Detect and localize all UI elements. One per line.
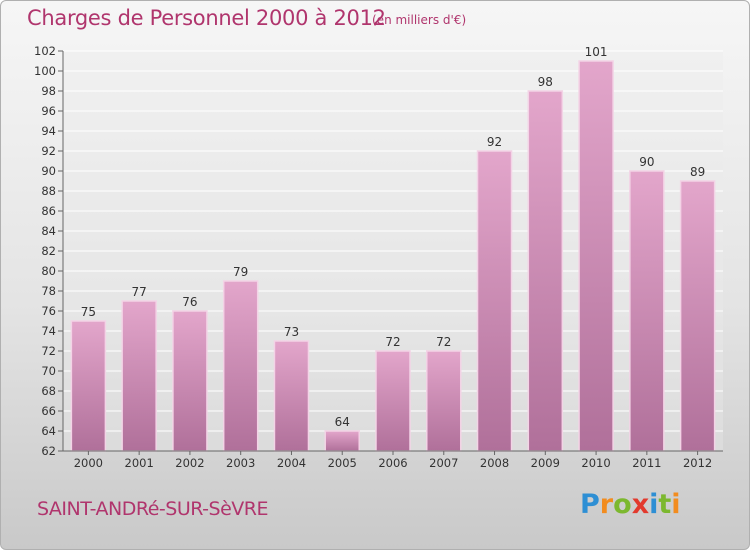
bar-2008	[476, 150, 513, 452]
x-tick-label-2012: 2012	[683, 456, 712, 470]
x-tick-label-2007: 2007	[429, 456, 458, 470]
data-label-2010: 101	[585, 45, 608, 59]
y-tick-label: 70	[41, 364, 56, 378]
y-tick-label: 88	[41, 184, 56, 198]
bar-2004	[273, 340, 310, 452]
x-tick-label-2003: 2003	[226, 456, 255, 470]
x-tick-label-2010: 2010	[581, 456, 610, 470]
x-tick-label-2002: 2002	[175, 456, 204, 470]
bar-2011	[629, 170, 665, 452]
logo-letter: r	[599, 489, 614, 520]
y-tick-label: 96	[41, 104, 56, 118]
data-label-2008: 92	[487, 135, 502, 149]
logo-letter: i	[649, 489, 659, 520]
bar-2006	[375, 350, 411, 452]
y-tick-label: 72	[41, 344, 56, 358]
data-label-2001: 77	[132, 285, 147, 299]
bar-2002	[172, 310, 208, 452]
y-tick-label: 62	[41, 444, 56, 458]
y-tick-label: 66	[41, 404, 56, 418]
x-tick-label-2009: 2009	[531, 456, 560, 470]
data-label-2012: 89	[690, 165, 705, 179]
logo-letter: P	[580, 489, 600, 520]
x-tick-label-2004: 2004	[277, 456, 306, 470]
x-tick-label-2000: 2000	[74, 456, 103, 470]
y-tick-label: 98	[41, 84, 56, 98]
bar-2000	[70, 320, 107, 452]
y-tick-label: 82	[41, 244, 56, 258]
data-label-2004: 73	[284, 325, 299, 339]
data-label-2005: 64	[335, 415, 350, 429]
y-tick-label: 86	[41, 204, 56, 218]
x-tick-label-2011: 2011	[632, 456, 661, 470]
bar-2010	[578, 60, 614, 452]
logo-letter: x	[631, 489, 650, 520]
x-tick-label-2001: 2001	[125, 456, 154, 470]
y-tick-label: 102	[34, 44, 56, 58]
logo-letter: i	[671, 489, 681, 520]
bar-2012	[679, 180, 716, 452]
y-tick-label: 78	[41, 284, 56, 298]
bar-2005	[324, 430, 360, 452]
commune-name: SAINT-ANDRé-SUR-SèVRE	[37, 498, 268, 520]
y-tick-label: 74	[41, 324, 56, 338]
y-tick-label: 92	[41, 144, 56, 158]
chart-subtitle: (en milliers d'€)	[372, 13, 467, 27]
y-tick-label: 68	[41, 384, 56, 398]
bar-2007	[426, 350, 462, 452]
y-tick-label: 100	[34, 64, 56, 78]
y-tick-label: 84	[41, 224, 56, 238]
bars: 75 77 76 79 73 64 72 72 92 98 101 90 89	[70, 45, 716, 452]
chart-title: Charges de Personnel 2000 à 2012	[27, 6, 386, 30]
x-tick-label-2008: 2008	[480, 456, 509, 470]
data-label-2011: 90	[639, 155, 654, 169]
y-tick-label: 76	[41, 304, 56, 318]
x-tick-label-2006: 2006	[378, 456, 407, 470]
axes: 62 64 66 68 70 72 74 76 78 80 82 84 86 88 90 92 94 96 98 10…	[34, 44, 723, 470]
data-label-2002: 76	[182, 295, 197, 309]
data-label-2003: 79	[233, 265, 248, 279]
x-tick-label-2005: 2005	[328, 456, 357, 470]
bar-2003	[222, 280, 259, 452]
y-tick-label: 80	[41, 264, 56, 278]
bar-2001	[121, 300, 157, 452]
data-label-2000: 75	[81, 305, 96, 319]
logo-letter: o	[613, 489, 632, 520]
y-tick-label: 90	[41, 164, 56, 178]
data-label-2007: 72	[436, 335, 451, 349]
data-label-2009: 98	[538, 75, 553, 89]
y-tick-label: 94	[41, 124, 56, 138]
proxiti-logo: Proxiti	[580, 489, 681, 520]
y-tick-label: 64	[41, 424, 56, 438]
bar-2009	[527, 90, 564, 452]
logo-letter: t	[658, 489, 672, 520]
data-label-2006: 72	[385, 335, 400, 349]
